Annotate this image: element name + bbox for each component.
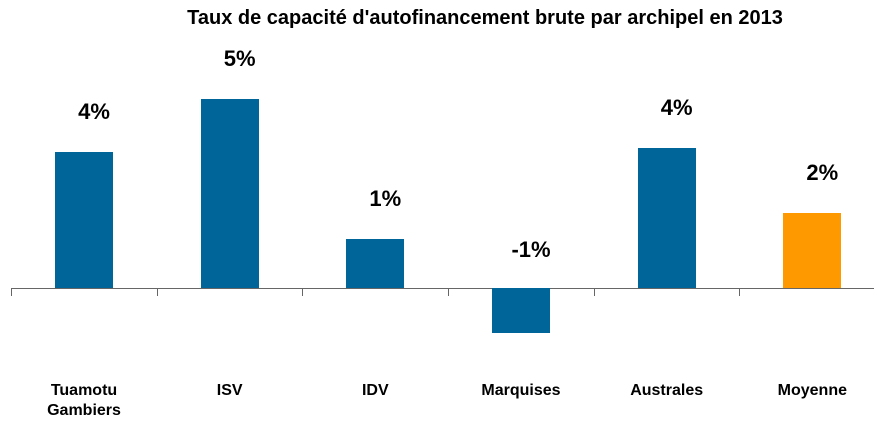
bar [55,152,113,288]
chart-title: Taux de capacité d'autofinancement brute… [187,7,783,29]
value-label: -1% [511,237,551,262]
x-tick-label: Marquises [481,382,561,399]
axis-tick [11,288,12,296]
axis-tick [302,288,304,296]
axis-tick [448,288,449,296]
bar [637,148,696,288]
value-label: 4% [660,95,693,121]
bar [492,288,550,334]
x-tick-label: Australes [630,382,704,399]
x-tick-label: Tuamotu Gambiers [47,382,121,419]
value-label: 5% [223,46,256,72]
axis-tick [156,288,158,296]
bar [346,238,405,288]
x-tick-label: ISV [216,382,243,399]
value-label: 1% [369,185,402,211]
x-tick-label: IDV [361,382,389,399]
x-tick-label: Moyenne [777,382,847,399]
axis-line [11,288,874,289]
value-label: 4% [78,99,110,125]
bar [200,99,259,288]
axis-tick [739,288,741,296]
axis-tick [593,288,595,296]
value-label: 2% [806,159,839,185]
bar [783,212,842,288]
